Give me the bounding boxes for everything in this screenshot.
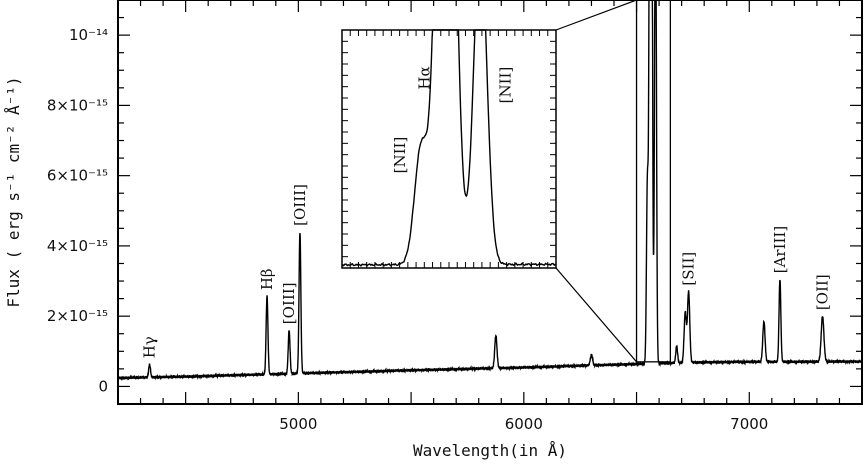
emission-line-label: [SII] [680,252,698,286]
x-tick-label: 6000 [505,415,543,433]
zoom-connector-top [555,0,637,31]
spectrum-line [117,0,863,381]
plot-frame [117,0,863,405]
emission-line-label: Hγ [141,336,159,358]
y-tick-label: 10⁻¹⁴ [69,26,108,44]
emission-line-label: [ArIII] [771,226,789,273]
inset-frame [341,29,557,269]
x-tick-label: 5000 [279,415,317,433]
emission-line-label: [OIII] [280,282,298,324]
inset-line-label: [NII] [391,137,409,174]
inset-line-labels: [NII] Hα [NII] [391,66,514,173]
zoom-box [635,0,672,363]
x-tick-label: 7000 [730,415,768,433]
y-tick-label: 6×10⁻¹⁵ [47,167,108,185]
y-tick-label: 2×10⁻¹⁵ [47,307,108,325]
y-axis-title: Flux ( erg s⁻¹ cm⁻² Å⁻¹) [4,76,23,307]
emission-line-label: [OII] [814,274,832,310]
y-tick-label: 4×10⁻¹⁵ [47,237,108,255]
inset-line-label: Hα [416,66,434,89]
tick-labels: 5000 6000 7000 0 2×10⁻¹⁵ 4×10⁻¹⁵ 6×10⁻¹⁵ 8×10⁻¹… [47,26,769,433]
emission-line-label: [OIII] [291,184,309,226]
y-tick-label: 0 [98,377,108,395]
y-tick-label: 8×10⁻¹⁵ [47,96,108,114]
emission-line-label: Hβ [258,268,276,290]
inset-background [342,30,556,268]
inset-line-label: [NII] [496,67,514,104]
main-plot-area: 5000 6000 7000 0 2×10⁻¹⁵ 4×10⁻¹⁵ 6×10⁻¹⁵ 8×10⁻¹… [47,0,863,433]
zoom-connector-bottom [555,267,638,363]
inset-plot: [NII] Hα [NII] [341,29,557,269]
axis-ticks [117,0,863,404]
x-axis-title: Wavelength(in Å) [413,441,567,460]
